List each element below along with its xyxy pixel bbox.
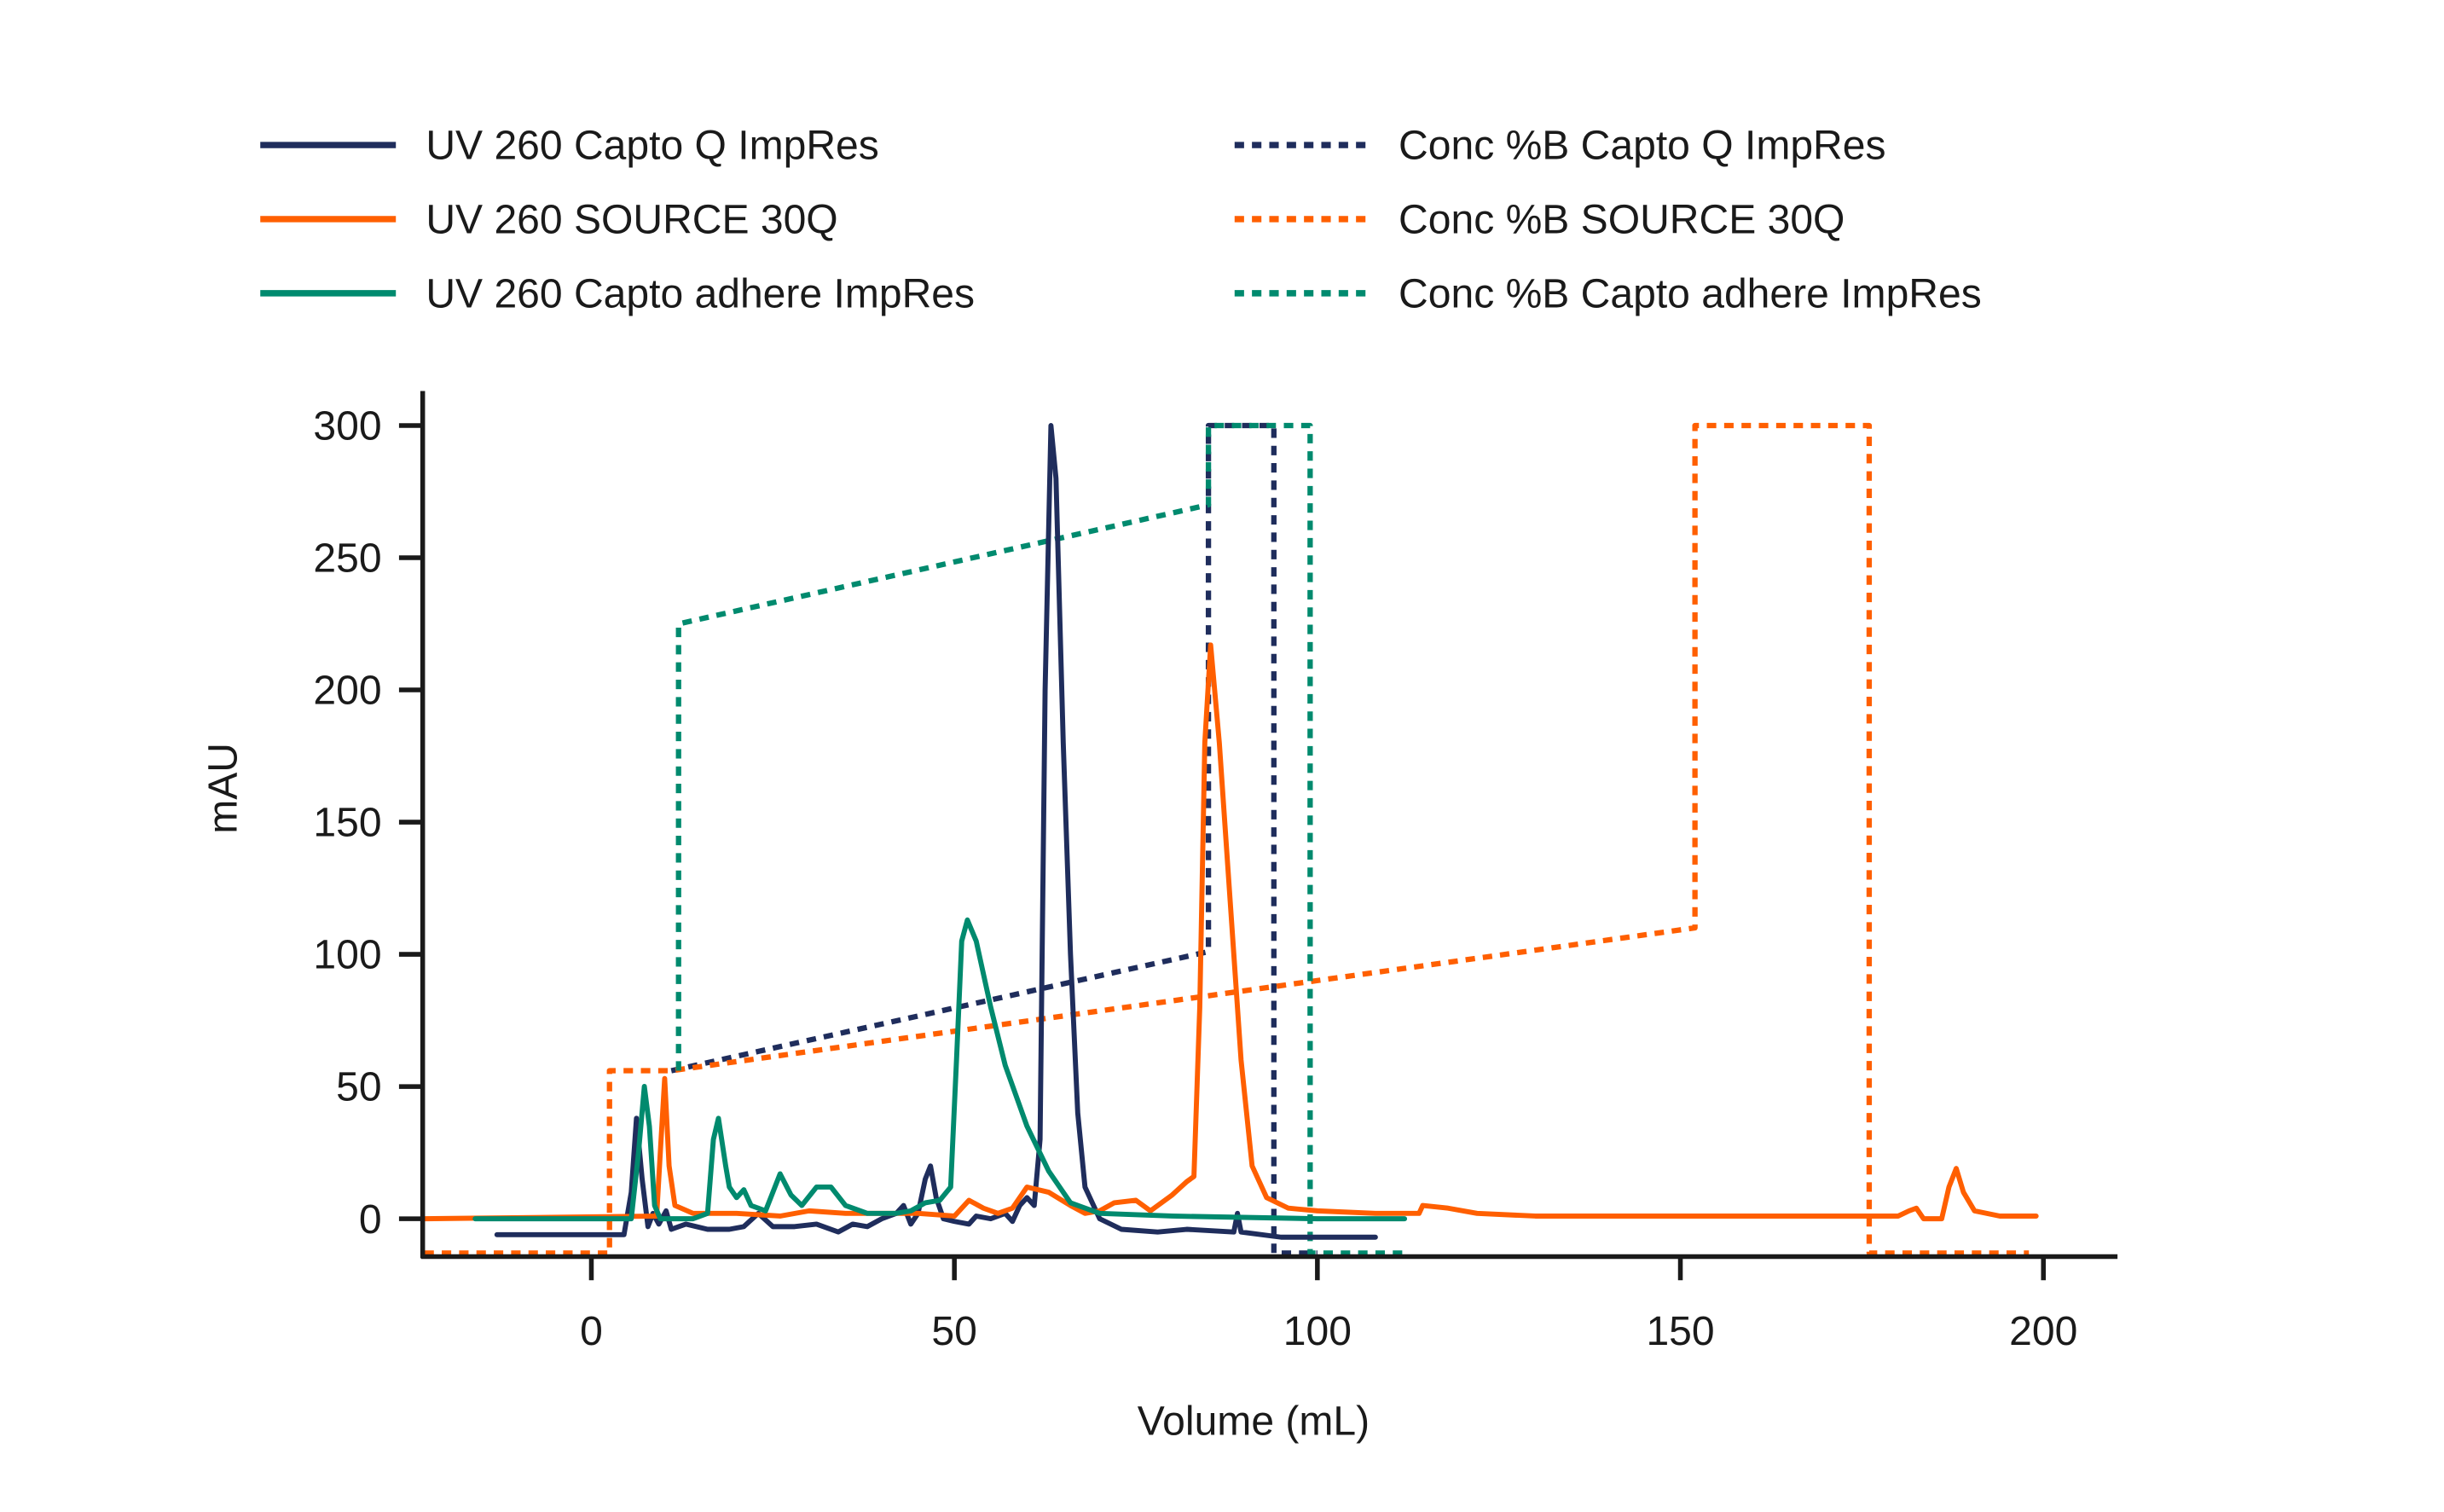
y-tick-label: 150 xyxy=(313,800,381,846)
series-line-0 xyxy=(494,423,1378,1240)
x-tick-label: 200 xyxy=(2009,1308,2077,1354)
y-tick-label: 0 xyxy=(359,1196,382,1243)
legend-label: Conc %B SOURCE 30Q xyxy=(1399,197,1845,243)
legend-label: UV 260 SOURCE 30Q xyxy=(426,197,837,243)
legend-label: Conc %B Capto Q ImpRes xyxy=(1399,123,1885,169)
plot-area xyxy=(421,422,2039,1256)
x-tick-label: 0 xyxy=(580,1308,603,1354)
y-tick-label: 50 xyxy=(336,1064,381,1110)
x-tick-label: 100 xyxy=(1283,1308,1352,1354)
y-tick-label: 100 xyxy=(313,932,381,978)
legend-label: UV 260 Capto adhere ImpRes xyxy=(426,271,975,317)
series-line-4 xyxy=(424,422,2030,1256)
series-line-1 xyxy=(421,642,2039,1222)
y-tick-label: 250 xyxy=(313,536,381,582)
y-axis-label: mAU xyxy=(200,743,246,834)
series-line-2 xyxy=(472,917,1408,1222)
series-line-3 xyxy=(670,422,1318,1256)
y-tick-label: 300 xyxy=(313,403,381,449)
x-axis-label: Volume (mL) xyxy=(1138,1398,1370,1444)
legend: UV 260 Capto Q ImpRes UV 260 SOURCE 30Q UV… xyxy=(260,123,1982,317)
series-line-5 xyxy=(675,422,1405,1256)
x-tick-label: 150 xyxy=(1646,1308,1714,1354)
x-tick-label: 50 xyxy=(931,1308,976,1354)
legend-label: UV 260 Capto Q ImpRes xyxy=(426,123,878,169)
axes: 0 50 100 150 200 0 50 100 150 200 250 300 xyxy=(313,391,2118,1354)
y-tick-label: 200 xyxy=(313,668,381,714)
legend-label: Conc %B Capto adhere ImpRes xyxy=(1399,271,1982,317)
